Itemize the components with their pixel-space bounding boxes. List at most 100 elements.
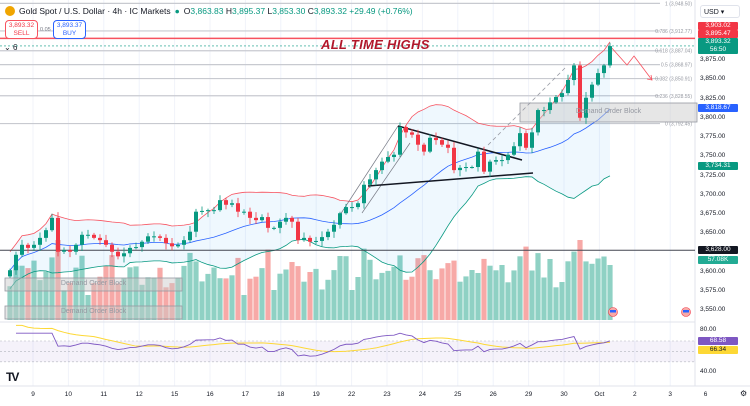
candle-body	[554, 96, 558, 103]
price-tag: 3,818.67	[698, 104, 738, 112]
candle	[254, 212, 258, 225]
rsi-value-tag: 68.58	[698, 337, 738, 345]
candle-body	[224, 200, 228, 205]
triangle-lower-line	[367, 172, 534, 187]
date-label: 29	[524, 391, 533, 398]
candle-body	[488, 161, 492, 172]
candle-body	[176, 244, 180, 247]
candle	[362, 181, 366, 209]
volume-bar	[403, 279, 409, 320]
date-label: 10	[64, 391, 73, 398]
bollinger-upper	[9, 41, 611, 252]
volume-bar	[175, 277, 181, 320]
candle	[170, 237, 174, 251]
candle-body	[446, 144, 450, 148]
candle	[38, 232, 42, 251]
candle	[464, 162, 468, 172]
volume-bar	[211, 267, 217, 320]
price-axis-label: 3,750.00	[700, 152, 726, 160]
triangle-upper-line	[397, 125, 523, 161]
volume-bar	[229, 275, 235, 320]
candle-body	[158, 236, 162, 238]
volume-bar	[607, 265, 613, 320]
candle	[98, 234, 102, 245]
candle-body	[350, 207, 354, 209]
volume-bar	[37, 280, 43, 320]
candle-body	[578, 65, 582, 118]
candle	[392, 151, 396, 162]
candle-body	[188, 231, 192, 241]
candle	[194, 208, 198, 238]
price-tag: 3,895.47	[698, 30, 738, 38]
candle	[386, 151, 390, 164]
candle	[374, 167, 378, 186]
volume-bar	[571, 251, 577, 320]
candle	[164, 234, 168, 250]
candle-body	[80, 234, 84, 245]
indicator-legend-toggle[interactable]: ⌄ 6	[4, 43, 18, 52]
candle-body	[428, 137, 432, 152]
settings-gear-icon[interactable]: ⚙	[740, 389, 748, 398]
candle	[470, 165, 474, 169]
tradingview-logo[interactable]: TV	[6, 370, 19, 384]
symbol-title[interactable]: Gold Spot / U.S. Dollar · 4h · IC Market…	[19, 6, 171, 16]
candle-body	[458, 167, 462, 171]
volume-bar	[265, 249, 271, 320]
volume-bar	[67, 282, 73, 320]
candle	[590, 81, 594, 102]
candle	[344, 203, 348, 215]
demand-order-block	[4, 277, 183, 292]
candle-body	[212, 210, 216, 212]
price-tag-value: 3,893.32	[705, 38, 731, 45]
volume-bar	[79, 255, 85, 320]
demand-order-block	[4, 305, 183, 320]
spread-value: 0.05	[40, 27, 51, 33]
candle-body	[134, 247, 138, 249]
candle	[356, 201, 360, 210]
date-label: 22	[347, 391, 356, 398]
currency-dropdown[interactable]: USD ▾	[700, 5, 740, 18]
volume-bar	[103, 265, 109, 320]
date-label: 19	[312, 391, 320, 398]
volume-bar	[55, 240, 61, 320]
candle	[482, 146, 486, 174]
candle	[524, 130, 528, 151]
volume-bar	[25, 268, 31, 320]
volume-bar	[115, 283, 121, 320]
candle	[380, 157, 384, 174]
candle-body	[464, 167, 468, 169]
volume-bar	[523, 246, 529, 320]
candle-body	[560, 93, 564, 97]
candle-body	[74, 244, 78, 252]
candle-body	[278, 221, 282, 228]
candle-body	[8, 270, 12, 277]
candle-body	[68, 250, 72, 252]
sell-button[interactable]: 3,893.32 SELL	[5, 20, 38, 39]
volume-bar	[409, 276, 415, 320]
volume-bar	[145, 277, 151, 320]
candle	[134, 242, 138, 250]
bollinger-basis	[9, 108, 611, 271]
candle-body	[44, 230, 48, 238]
candle	[50, 213, 54, 232]
volume-bar	[457, 281, 463, 320]
volume-bar	[325, 279, 331, 320]
candle-body	[470, 167, 474, 169]
volume-bar	[535, 253, 541, 320]
volume-bar	[13, 265, 19, 320]
volume-bar	[367, 259, 373, 320]
ohlc-values: O3,863.83 H3,895.37 L3,853.30 C3,893.32 …	[183, 6, 413, 16]
bar-countdown: 56:50	[709, 46, 727, 53]
volume-bar	[169, 283, 175, 320]
volume-bar	[547, 259, 553, 320]
candle	[260, 214, 264, 222]
buy-button[interactable]: 3,893.37 BUY	[53, 20, 86, 39]
candle-body	[98, 237, 102, 241]
candle-body	[596, 73, 600, 85]
candle	[44, 227, 48, 242]
candle	[56, 212, 60, 257]
candle-body	[26, 244, 30, 248]
candle	[410, 129, 414, 138]
candle	[434, 132, 438, 145]
